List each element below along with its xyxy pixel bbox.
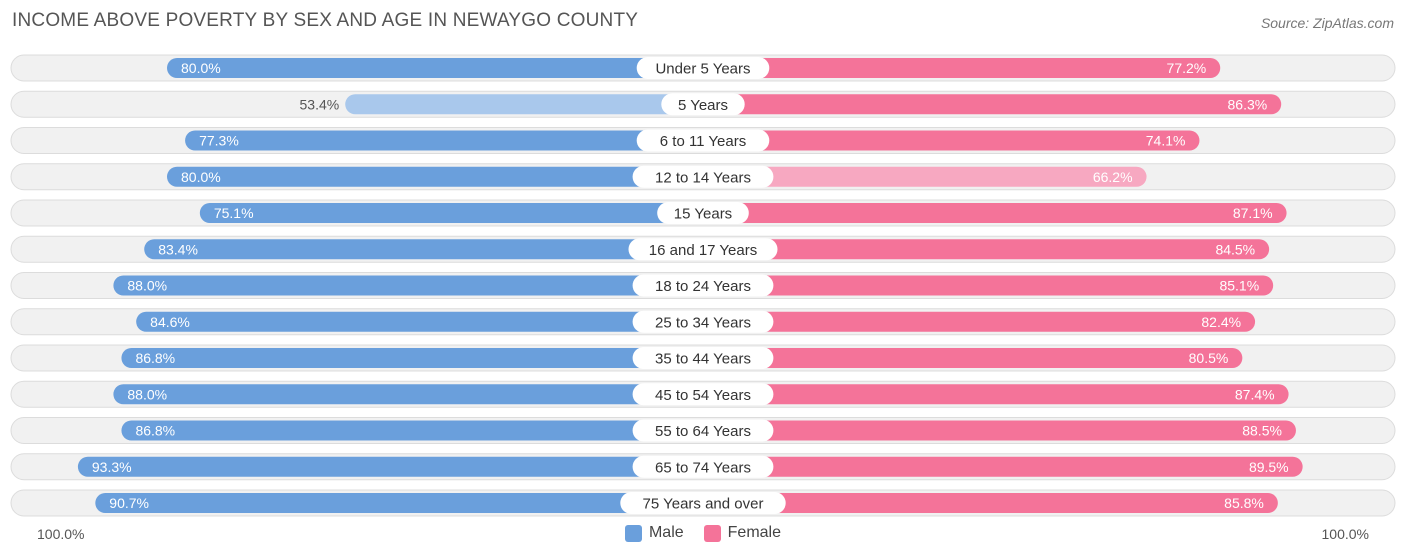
category-label-pill	[632, 455, 774, 478]
category-label-pill	[632, 310, 774, 333]
legend-label-male: Male	[648, 524, 684, 541]
female-bar	[703, 456, 1303, 477]
category-label: 35 to 44 Years	[655, 351, 751, 368]
male-bar	[113, 384, 703, 405]
male-value-label: 86.8%	[135, 423, 175, 439]
category-label-pill	[632, 274, 774, 297]
female-bar	[703, 203, 1287, 223]
category-label-pill	[632, 419, 774, 442]
category-label-pill	[657, 202, 749, 224]
male-value-label: 84.6%	[150, 314, 190, 330]
male-value-label: 88.0%	[127, 386, 167, 402]
category-label-pill	[628, 238, 778, 261]
category-label: 16 and 17 Years	[649, 242, 757, 259]
female-value-label: 77.2%	[1167, 60, 1207, 76]
female-value-label: 86.3%	[1228, 96, 1268, 112]
male-bar	[167, 58, 703, 78]
female-bar	[703, 348, 1243, 368]
chart-legend: Male Female	[0, 524, 1406, 542]
category-label: 55 to 64 Years	[655, 423, 751, 440]
chart-source: Source: ZipAtlas.com	[1260, 15, 1394, 31]
male-bar	[345, 94, 703, 115]
female-value-label: 88.5%	[1242, 423, 1282, 439]
male-value-label: 75.1%	[214, 205, 254, 221]
category-label: 45 to 54 Years	[655, 387, 751, 404]
female-bar	[703, 58, 1221, 78]
female-bar	[703, 130, 1200, 151]
category-label-pill	[632, 347, 774, 369]
male-bar	[113, 275, 703, 296]
male-value-label: 93.3%	[92, 459, 132, 475]
female-bar	[703, 239, 1270, 260]
female-bar	[703, 311, 1256, 332]
chart-title: INCOME ABOVE POVERTY BY SEX AND AGE IN N…	[12, 10, 639, 31]
male-value-label: 83.4%	[158, 241, 198, 257]
category-label-pill	[620, 492, 786, 514]
male-value-label: 88.0%	[127, 278, 167, 294]
female-bar	[703, 166, 1147, 187]
female-value-label: 82.4%	[1201, 314, 1241, 330]
category-label: 65 to 74 Years	[655, 459, 751, 476]
female-bar	[703, 94, 1282, 115]
male-value-label: 86.8%	[135, 350, 175, 366]
male-bar	[199, 203, 703, 223]
category-label-pill	[632, 383, 774, 406]
female-value-label: 87.4%	[1235, 386, 1275, 402]
male-bar	[136, 311, 703, 332]
category-label: 75 Years and over	[643, 496, 764, 513]
female-value-label: 66.2%	[1093, 169, 1133, 185]
male-bar	[144, 239, 704, 260]
male-value-label: 80.0%	[181, 60, 221, 76]
male-bar	[121, 420, 703, 441]
category-label: 25 to 34 Years	[655, 314, 751, 331]
male-bar	[167, 166, 703, 187]
category-label: 15 Years	[674, 206, 732, 223]
female-bar	[703, 275, 1274, 296]
female-bar	[703, 420, 1296, 441]
female-value-label: 85.8%	[1224, 495, 1264, 511]
axis-right-label: 100.0%	[1321, 526, 1369, 542]
category-label: 18 to 24 Years	[655, 278, 751, 295]
category-label: 6 to 11 Years	[660, 133, 746, 150]
male-value-label: 90.7%	[109, 495, 149, 511]
legend-swatch-male	[624, 524, 642, 542]
male-bar	[77, 456, 703, 477]
axis-left-label: 100.0%	[37, 526, 85, 542]
legend-swatch-female	[703, 524, 721, 542]
category-label-pill	[636, 57, 770, 79]
male-bar	[185, 130, 704, 151]
category-label-pill	[661, 93, 745, 116]
female-value-label: 85.1%	[1219, 278, 1259, 294]
female-value-label: 80.5%	[1189, 350, 1229, 366]
female-value-label: 87.1%	[1233, 205, 1273, 221]
category-label: 5 Years	[678, 97, 728, 114]
male-bar	[121, 348, 703, 368]
category-label: Under 5 Years	[655, 61, 750, 78]
category-label: 12 to 14 Years	[655, 169, 751, 186]
male-bar	[95, 493, 703, 513]
male-value-label: 80.0%	[181, 169, 221, 185]
female-value-label: 89.5%	[1249, 459, 1289, 475]
category-label-pill	[632, 165, 774, 188]
legend-label-female: Female	[727, 524, 782, 541]
female-bar	[703, 493, 1278, 513]
female-value-label: 74.1%	[1146, 133, 1186, 149]
chart-plot-area: 80.0% 77.2% Under 5 Years 53.4% 86.3% 5 Years…	[10, 54, 1396, 517]
legend-item-female: Female	[703, 524, 782, 542]
female-value-label: 84.5%	[1215, 241, 1255, 257]
male-value-label: 77.3%	[199, 133, 239, 149]
female-bar	[703, 384, 1289, 405]
category-label-pill	[636, 129, 770, 152]
legend-item-male: Male	[624, 524, 684, 542]
male-value-label: 53.4%	[300, 96, 340, 112]
